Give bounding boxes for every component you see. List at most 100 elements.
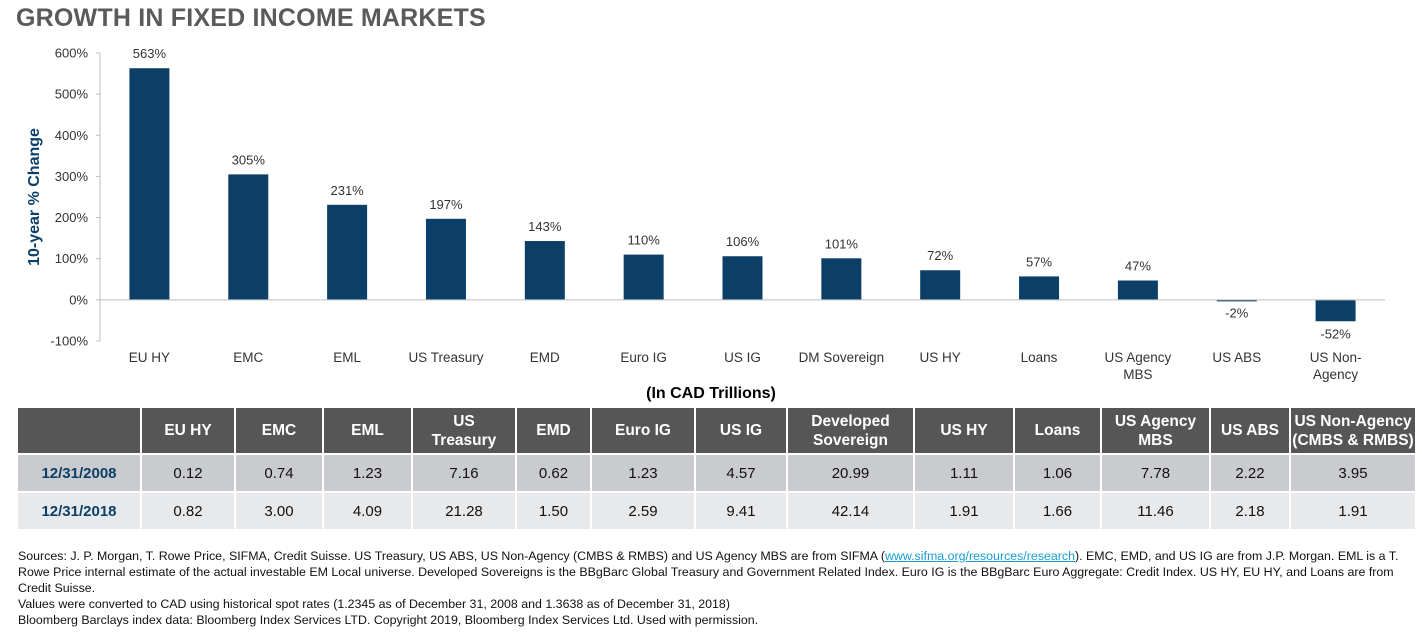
table-cell: 2.59 [590, 491, 696, 531]
x-tick-label: DM Sovereign [799, 350, 885, 365]
x-tick-label-line: US Treasury [408, 350, 483, 365]
table-column-header: US Non-Agency (CMBS & RMBS) [1289, 406, 1417, 455]
table-cell: 1.23 [322, 453, 413, 493]
x-tick-label-line: US Agency [1104, 350, 1171, 365]
table-row: 12/31/2018 0.82 3.00 4.09 21.28 1.50 2.59 9.41 4… [16, 491, 1417, 531]
table-row: 12/31/2008 0.12 0.74 1.23 7.16 0.62 1.23 4.57 20… [16, 453, 1417, 493]
table-column-header: US IG [694, 406, 788, 455]
table-column-header: US HY [913, 406, 1015, 455]
sources-note: Sources: J. P. Morgan, T. Rowe Price, SI… [18, 548, 1414, 596]
table-cell: 3.00 [234, 491, 324, 531]
x-tick-label: Euro IG [620, 350, 667, 365]
x-tick-label-line: MBS [1123, 367, 1152, 382]
bar [129, 68, 170, 300]
page-title: GROWTH IN FIXED INCOME MARKETS [16, 4, 486, 32]
table-cell: 1.91 [1289, 491, 1417, 531]
table-cell: 1.11 [913, 453, 1015, 493]
y-tick-label: 200% [55, 210, 89, 225]
y-tick-label: 100% [55, 251, 89, 266]
data-label: 72% [927, 248, 953, 263]
data-label: 57% [1026, 254, 1052, 269]
table-cell: 1.91 [913, 491, 1015, 531]
footnotes: Sources: J. P. Morgan, T. Rowe Price, SI… [18, 548, 1414, 628]
table-cell: 7.16 [411, 453, 517, 493]
y-tick-label: -100% [50, 334, 88, 349]
table-cell: 3.95 [1289, 453, 1417, 493]
table-cell: 1.50 [515, 491, 592, 531]
x-tick-label-line: US IG [724, 350, 761, 365]
data-label: 110% [628, 233, 661, 248]
bar [623, 254, 664, 300]
y-tick-label: 400% [55, 128, 89, 143]
bar [821, 258, 862, 300]
x-tick-label: Loans [1021, 350, 1058, 365]
x-tick-label: US IG [724, 350, 761, 365]
bar [1315, 299, 1356, 322]
x-tick-label-line: US HY [920, 350, 961, 365]
bar-chart: -100% 0% 100% 200% 300% 400% 500% 600% 10-year %… [26, 46, 1385, 382]
x-tick-label-line: Loans [1021, 350, 1058, 365]
x-tick-label: US HY [920, 350, 961, 365]
table-cell: 4.57 [694, 453, 788, 493]
data-label: 47% [1125, 259, 1151, 274]
table-cell: 4.09 [322, 491, 413, 531]
y-tick-label: 500% [55, 87, 89, 102]
x-tick-label: US ABS [1212, 350, 1261, 365]
table-column-header: Euro IG [590, 406, 696, 455]
table-column-header: Loans [1013, 406, 1102, 455]
data-label: 101% [825, 236, 859, 251]
table-column-header: US ABS [1209, 406, 1291, 455]
bar [722, 256, 763, 300]
conversion-note: Values were converted to CAD using histo… [18, 597, 730, 611]
sifma-link[interactable]: www.sifma.org/resources/research [884, 549, 1076, 563]
data-label: 143% [528, 219, 562, 234]
table-header-corner [16, 406, 142, 455]
x-tick-label: US Agency MBS [1104, 350, 1171, 382]
table-cell: 0.62 [515, 453, 592, 493]
bar [228, 174, 269, 300]
x-tick-label-line: EMD [530, 350, 560, 365]
y-tick-label: 300% [55, 169, 89, 184]
table-cell: 1.23 [590, 453, 696, 493]
table-cell: 0.12 [140, 453, 236, 493]
table-column-header: Developed Sovereign [786, 406, 915, 455]
x-tick-label-line: DM Sovereign [799, 350, 885, 365]
y-axis-title: 10-year % Change [26, 128, 43, 266]
x-tick-label: US Non- Agency [1310, 350, 1362, 382]
bar [1216, 299, 1257, 302]
bar [1019, 276, 1060, 300]
x-tick-label-line: EML [333, 350, 361, 365]
table-column-header: EMC [234, 406, 324, 455]
table-cell: 7.78 [1100, 453, 1211, 493]
sources-text: Sources: J. P. Morgan, T. Rowe Price, SI… [18, 549, 885, 563]
table-column-header: EU HY [140, 406, 236, 455]
data-label: 197% [429, 197, 463, 212]
data-label: -52% [1320, 326, 1351, 341]
table-cell: 0.82 [140, 491, 236, 531]
table-cell: 11.46 [1100, 491, 1211, 531]
y-tick-label: 600% [55, 46, 89, 61]
table-cell: 2.22 [1209, 453, 1291, 493]
bar [920, 270, 961, 300]
bar [524, 241, 565, 300]
bar [425, 218, 466, 300]
x-tick-label-line: Agency [1313, 367, 1358, 382]
table-cell: 20.99 [786, 453, 915, 493]
x-tick-label-line: EU HY [129, 350, 170, 365]
table-column-header: US Agency MBS [1100, 406, 1211, 455]
table-cell: 42.14 [786, 491, 915, 531]
x-tick-label-line: US Non- [1310, 350, 1362, 365]
row-date: 12/31/2008 [16, 453, 142, 493]
table-caption: (In CAD Trillions) [646, 385, 776, 402]
x-tick-label-line: EMC [233, 350, 263, 365]
table-cell: 2.18 [1209, 491, 1291, 531]
data-label: 231% [330, 183, 364, 198]
data-label: 563% [133, 46, 167, 61]
data-table: EU HY EMC EML US Treasury EMD Euro IG US IG Deve… [16, 406, 1417, 531]
table-cell: 0.74 [234, 453, 324, 493]
row-date: 12/31/2018 [16, 491, 142, 531]
table-cell: 21.28 [411, 491, 517, 531]
table-cell: 9.41 [694, 491, 788, 531]
table-column-header: EMD [515, 406, 592, 455]
data-label: 305% [232, 152, 266, 167]
